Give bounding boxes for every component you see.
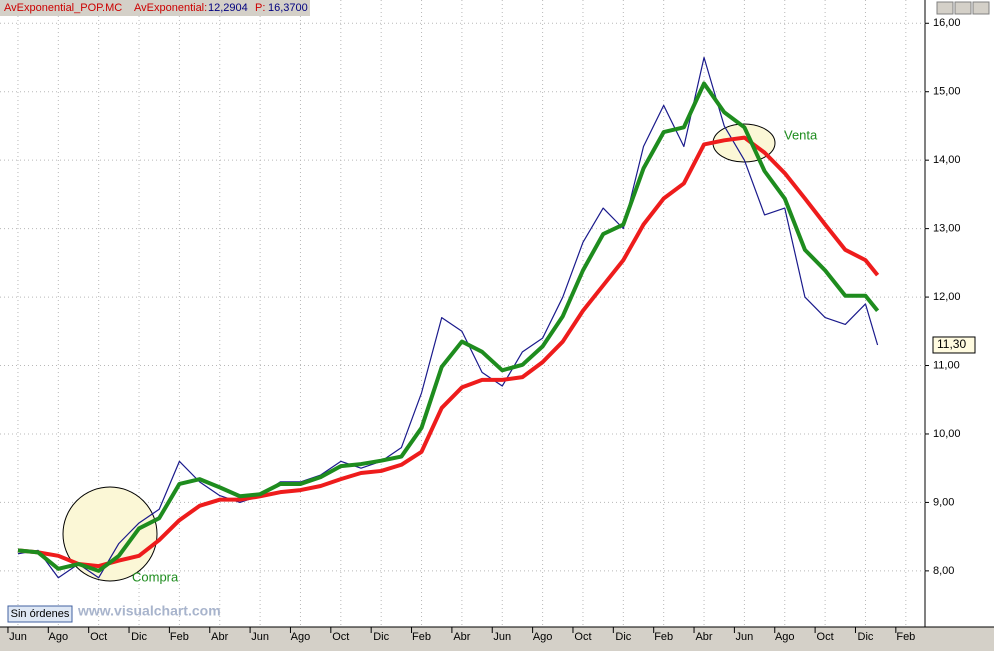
maximize-button[interactable] — [954, 1, 972, 15]
last-price-label: 11,30 — [937, 337, 966, 351]
x-tick-label: Feb — [170, 631, 189, 643]
y-tick-label: 8,00 — [933, 565, 954, 577]
x-tick-label: Dic — [615, 631, 631, 643]
series — [17, 56, 880, 579]
last-price-box — [932, 336, 976, 354]
x-tick-label: Ago — [533, 631, 553, 643]
header-price-label: P: — [255, 2, 265, 14]
close-button[interactable] — [972, 1, 990, 15]
y-tick-label: 12,00 — [933, 291, 961, 303]
y-tick-label: 9,00 — [933, 496, 954, 508]
sell-annotation: Venta — [784, 127, 818, 142]
x-tick-label: Oct — [90, 631, 107, 643]
x-tick-label: Ago — [775, 631, 795, 643]
window-buttons — [936, 1, 990, 15]
x-tick-label: Ago — [49, 631, 69, 643]
y-tick-label: 13,00 — [933, 223, 961, 235]
orders-status[interactable] — [7, 605, 73, 623]
x-tick-label: Oct — [817, 631, 834, 643]
y-tick-label: 11,00 — [933, 359, 960, 371]
header-bg — [0, 0, 310, 16]
x-tick-label: Jun — [493, 631, 511, 643]
x-tick-label: Feb — [654, 631, 673, 643]
y-tick-label: 14,00 — [933, 154, 961, 166]
header-symbol: AvExponential_POP.MC — [4, 2, 122, 14]
buy-circle — [62, 486, 158, 582]
x-tick-label: Abr — [695, 631, 712, 643]
x-tick-label: Ago — [291, 631, 311, 643]
header-indicator-value: 12,2904 — [208, 2, 248, 14]
x-tick-label: Oct — [332, 631, 349, 643]
y-axis-area — [925, 0, 994, 627]
series-line — [17, 56, 879, 579]
x-tick-label: Dic — [131, 631, 147, 643]
watermark: www.visualchart.com — [77, 603, 221, 619]
y-tick-label: 15,00 — [933, 86, 961, 98]
x-tick-label: Abr — [211, 631, 228, 643]
series-line — [17, 135, 880, 569]
y-tick-label: 16,00 — [933, 17, 961, 29]
y-tick-label: 10,00 — [933, 428, 961, 440]
orders-status-text: Sin órdenes — [11, 608, 70, 620]
minimize-button[interactable] — [936, 1, 954, 15]
x-tick-label: Abr — [453, 631, 470, 643]
x-tick-label: Feb — [896, 631, 915, 643]
x-tick-label: Jun — [736, 631, 754, 643]
x-tick-label: Feb — [412, 631, 431, 643]
grid — [0, 0, 925, 627]
x-tick-label: Jun — [9, 631, 27, 643]
series-line — [17, 81, 880, 573]
x-tick-label: Dic — [858, 631, 874, 643]
x-tick-label: Jun — [251, 631, 269, 643]
x-tick-label: Oct — [574, 631, 591, 643]
x-tick-label: Dic — [373, 631, 389, 643]
header-price-value: 16,3700 — [268, 2, 308, 14]
buy-annotation: Compra — [132, 569, 179, 584]
header-indicator: AvExponential: — [134, 2, 207, 14]
